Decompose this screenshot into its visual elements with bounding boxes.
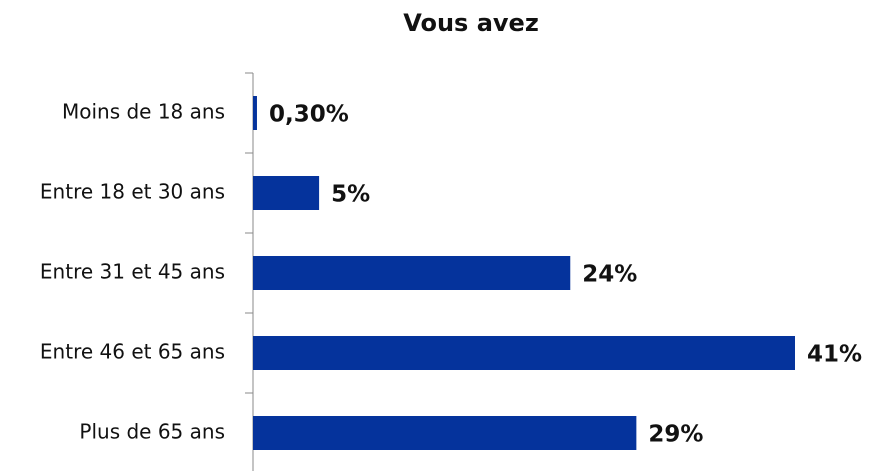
category-label: Entre 46 et 65 ans — [40, 340, 225, 364]
category-label: Plus de 65 ans — [79, 420, 225, 444]
value-label: 5% — [331, 182, 370, 208]
value-label: 24% — [582, 262, 637, 288]
bar — [253, 416, 637, 450]
value-label: 41% — [807, 342, 862, 368]
chart-title: Vous avez — [403, 9, 539, 37]
category-label: Entre 31 et 45 ans — [40, 260, 225, 284]
value-label: 29% — [648, 422, 703, 448]
bar — [253, 96, 257, 130]
bar — [253, 256, 571, 290]
bar — [253, 176, 320, 210]
value-label: 0,30% — [269, 102, 349, 128]
category-label: Moins de 18 ans — [62, 100, 225, 124]
bar — [253, 336, 795, 370]
category-label: Entre 18 et 30 ans — [40, 180, 225, 204]
